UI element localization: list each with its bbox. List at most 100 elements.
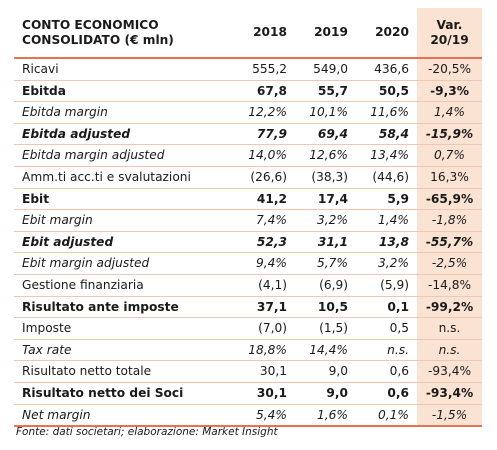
income-statement-table: CONTO ECONOMICO CONSOLIDATO (€ mln) 2018… [14,8,482,428]
value-var-20-19: -2,5% [417,252,482,275]
source-note: Fonte: dati societari; elaborazione: Mar… [16,426,278,438]
value-var-20-19: n.s. [417,339,482,362]
value-2018: 18,8% [234,339,295,362]
value-2020: 0,1% [356,404,417,428]
table-row: Ebitda margin 12,2% 10,1% 11,6% 1,4% [14,101,482,124]
value-2018: 5,4% [234,404,295,428]
value-2018: 7,4% [234,209,295,232]
row-label: Ebitda margin [14,101,234,124]
value-2018: 30,1 [234,360,295,383]
value-2019: 69,4 [295,123,356,146]
value-2019: 1,6% [295,404,356,428]
table-row: Ebitda margin adjusted 14,0% 12,6% 13,4% 0,7… [14,144,482,167]
value-2020: 0,6 [356,382,417,405]
row-label: Ebitda margin adjusted [14,144,234,167]
value-2019: 9,0 [295,382,356,405]
table-row: Amm.ti acc.ti e svalutazioni (26,6) (38,3)… [14,166,482,189]
table-row: Ebitda adjusted 77,9 69,4 58,4 -15,9% [14,123,482,146]
value-2018: 555,2 [234,59,295,81]
value-2020: 3,2% [356,252,417,275]
value-2019: 17,4 [295,188,356,211]
value-var-20-19: -14,8% [417,274,482,297]
value-2018: (26,6) [234,166,295,189]
table-header-row: CONTO ECONOMICO CONSOLIDATO (€ mln) 2018… [14,8,482,58]
row-label: Imposte [14,317,234,340]
value-2019: (1,5) [295,317,356,340]
value-2019: 12,6% [295,144,356,167]
header-label-cell: CONTO ECONOMICO CONSOLIDATO (€ mln) [14,8,234,58]
row-label: Tax rate [14,339,234,362]
value-var-20-19: -55,7% [417,231,482,254]
value-var-20-19: -1,8% [417,209,482,232]
row-label: Gestione finanziaria [14,274,234,297]
table-row: Gestione finanziaria (4,1) (6,9) (5,9) -14,8… [14,274,482,297]
table-row: Tax rate 18,8% 14,4% n.s. n.s. [14,339,482,362]
value-var-20-19: n.s. [417,317,482,340]
value-2019: 9,0 [295,360,356,383]
value-2019: (38,3) [295,166,356,189]
value-2018: 41,2 [234,188,295,211]
value-2019: 549,0 [295,59,356,81]
row-label: Ebit [14,188,234,211]
value-2018: 52,3 [234,231,295,254]
value-var-20-19: 0,7% [417,144,482,167]
header-var-line1: Var. [436,17,463,32]
income-statement-table-container: CONTO ECONOMICO CONSOLIDATO (€ mln) 2018… [14,8,482,428]
value-2020: 13,4% [356,144,417,167]
value-2020: (44,6) [356,166,417,189]
table-row: Ricavi 555,2 549,0 436,6 -20,5% [14,59,482,81]
value-var-20-19: -99,2% [417,296,482,319]
table-body: Ricavi 555,2 549,0 436,6 -20,5% Ebitda 67,8 55,… [14,57,482,428]
header-label-line2: CONSOLIDATO (€ mln) [22,32,174,47]
row-label: Ricavi [14,59,234,81]
value-2020: 0,1 [356,296,417,319]
value-var-20-19: -65,9% [417,188,482,211]
value-2018: 14,0% [234,144,295,167]
value-var-20-19: 1,4% [417,101,482,124]
value-2019: 5,7% [295,252,356,275]
row-label: Ebit adjusted [14,231,234,254]
value-2020: 436,6 [356,59,417,81]
row-label: Ebit margin adjusted [14,252,234,275]
value-2019: (6,9) [295,274,356,297]
value-2020: 0,5 [356,317,417,340]
row-label: Net margin [14,404,234,428]
value-2020: (5,9) [356,274,417,297]
table-row: Ebit margin 7,4% 3,2% 1,4% -1,8% [14,209,482,232]
value-2018: 30,1 [234,382,295,405]
table-row: Imposte (7,0) (1,5) 0,5 n.s. [14,317,482,340]
value-2019: 14,4% [295,339,356,362]
value-2018: (4,1) [234,274,295,297]
row-label: Risultato ante imposte [14,296,234,319]
value-2019: 31,1 [295,231,356,254]
row-label: Risultato netto dei Soci [14,382,234,405]
value-2019: 55,7 [295,80,356,103]
row-label: Ebitda adjusted [14,123,234,146]
table-row: Risultato netto dei Soci 30,1 9,0 0,6 -93,4% [14,382,482,405]
value-var-20-19: -20,5% [417,59,482,81]
value-2018: 12,2% [234,101,295,124]
value-var-20-19: -93,4% [417,382,482,405]
header-var-line2: 20/19 [430,32,469,47]
table-row: Ebit 41,2 17,4 5,9 -65,9% [14,188,482,211]
header-label-line1: CONTO ECONOMICO [22,17,159,32]
value-2020: 0,6 [356,360,417,383]
value-2020: n.s. [356,339,417,362]
value-2020: 1,4% [356,209,417,232]
value-2018: 67,8 [234,80,295,103]
value-var-20-19: -9,3% [417,80,482,103]
value-var-20-19: -15,9% [417,123,482,146]
table-row: Risultato ante imposte 37,1 10,5 0,1 -99,2% [14,296,482,319]
row-label: Ebit margin [14,209,234,232]
value-var-20-19: -93,4% [417,360,482,383]
value-var-20-19: 16,3% [417,166,482,189]
table-row: Ebit adjusted 52,3 31,1 13,8 -55,7% [14,231,482,254]
row-label: Risultato netto totale [14,360,234,383]
value-2020: 11,6% [356,101,417,124]
value-2020: 13,8 [356,231,417,254]
value-2020: 5,9 [356,188,417,211]
header-year-2020: 2020 [375,25,409,39]
value-2018: 77,9 [234,123,295,146]
row-label: Amm.ti acc.ti e svalutazioni [14,166,234,189]
header-year-2018: 2018 [253,25,287,39]
